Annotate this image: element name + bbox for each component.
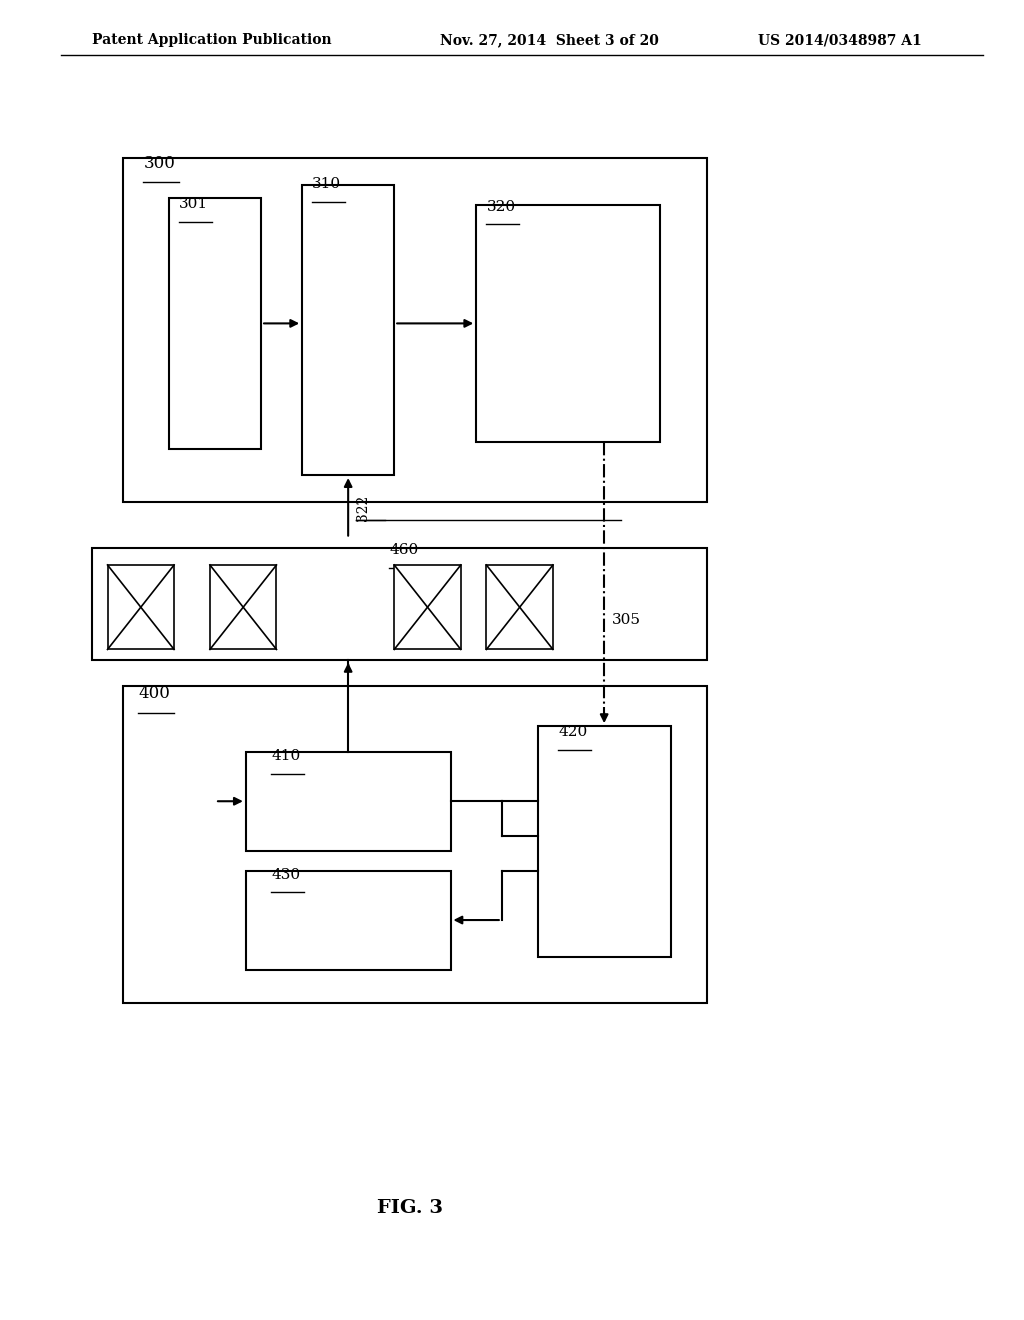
Bar [123,158,707,502]
Text: 420: 420 [558,725,588,739]
Bar [92,548,707,660]
Text: US 2014/0348987 A1: US 2014/0348987 A1 [758,33,922,48]
Text: 301: 301 [179,197,208,211]
Bar [123,686,707,1003]
Bar [476,205,660,442]
Text: 322: 322 [356,495,371,521]
Text: Patent Application Publication: Patent Application Publication [92,33,332,48]
Bar [246,752,451,851]
Text: 310: 310 [312,177,341,191]
Bar [169,198,261,449]
Text: 400: 400 [138,685,170,702]
Bar [108,565,174,649]
Bar [486,565,553,649]
Text: 300: 300 [143,154,175,172]
Bar [302,185,394,475]
Text: 320: 320 [486,199,515,214]
Text: 430: 430 [271,867,300,882]
Bar [538,726,671,957]
Text: Nov. 27, 2014  Sheet 3 of 20: Nov. 27, 2014 Sheet 3 of 20 [440,33,659,48]
Text: 305: 305 [612,614,641,627]
Text: 460: 460 [389,543,419,557]
Bar [394,565,461,649]
Bar [210,565,276,649]
Bar [246,871,451,970]
Text: FIG. 3: FIG. 3 [377,1199,442,1217]
Text: 410: 410 [271,748,301,763]
